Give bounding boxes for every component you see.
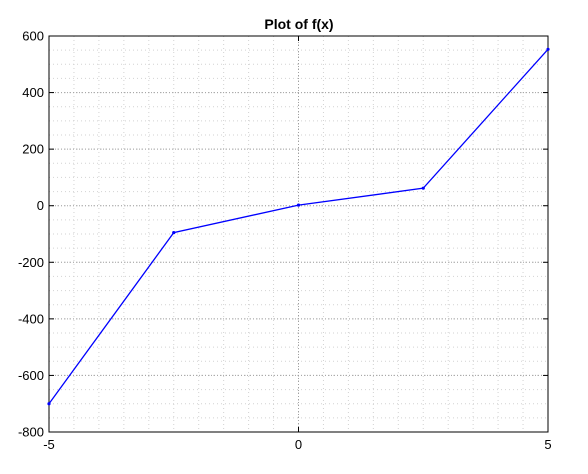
y-tick-label: 600 <box>22 29 44 44</box>
y-tick-label: 200 <box>22 142 44 157</box>
y-tick-label: -400 <box>18 311 44 326</box>
chart-title: Plot of f(x) <box>264 16 333 32</box>
series-group <box>47 47 550 406</box>
x-tick-label: 0 <box>295 437 302 452</box>
x-tick-label: -5 <box>43 437 55 452</box>
x-tick-label: 5 <box>544 437 551 452</box>
data-point <box>421 186 425 190</box>
axis-ticks: -5 0 5 -800 -600 -400 -200 0 200 400 600 <box>18 29 552 453</box>
y-tick-label: 0 <box>37 198 44 213</box>
data-point <box>172 230 176 235</box>
y-tick-label: 400 <box>22 85 44 100</box>
data-point <box>546 47 550 51</box>
y-tick-label: -600 <box>18 368 44 383</box>
y-tick-label: -200 <box>18 255 44 270</box>
data-point <box>47 402 51 406</box>
y-tick-label: -800 <box>18 425 44 440</box>
data-point <box>296 203 301 207</box>
